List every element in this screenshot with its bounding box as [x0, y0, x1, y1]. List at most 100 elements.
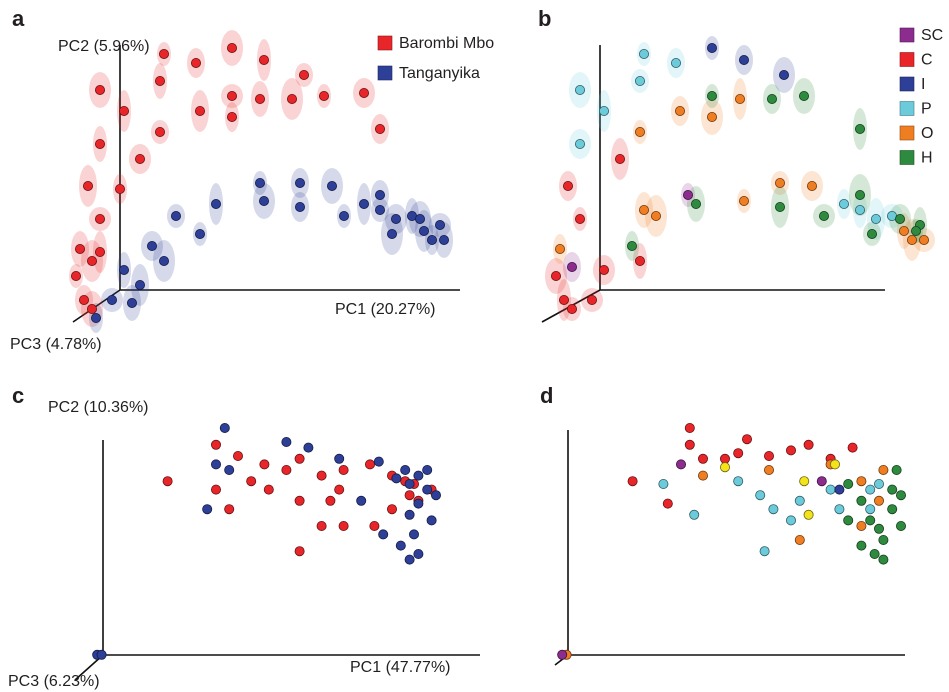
data-point — [294, 453, 305, 464]
data-point — [226, 112, 237, 123]
data-point — [807, 180, 818, 191]
data-point — [294, 201, 305, 212]
data-point — [298, 70, 309, 81]
data-point — [799, 91, 810, 102]
data-point — [662, 498, 673, 509]
data-point — [334, 484, 345, 495]
data-point — [759, 546, 770, 557]
data-point — [575, 213, 586, 224]
data-point — [825, 484, 836, 495]
data-point — [95, 138, 106, 149]
legend-swatch — [899, 101, 915, 116]
y-axis-label: PC2 (5.96%) — [58, 38, 150, 55]
data-point — [635, 76, 646, 87]
data-point — [786, 515, 797, 526]
data-point — [639, 204, 650, 215]
data-point — [658, 478, 669, 489]
data-point — [158, 255, 169, 266]
panel: a PC1 (20.27%) PC2 (5.96%) PC3 (4.78%) Barom… — [10, 6, 494, 353]
legend-swatch — [377, 65, 393, 81]
data-point — [775, 201, 786, 212]
data-point — [194, 228, 205, 239]
legend-swatch — [899, 52, 915, 67]
data-point — [691, 198, 702, 209]
data-point — [95, 246, 106, 257]
data-point — [567, 303, 578, 314]
data-point — [878, 464, 889, 475]
data-point — [210, 459, 221, 470]
data-point — [855, 189, 866, 200]
legend-swatch — [899, 76, 915, 92]
data-point — [404, 554, 415, 565]
data-point — [874, 495, 885, 506]
data-point — [281, 464, 292, 475]
data-point — [369, 521, 380, 532]
data-point — [374, 124, 385, 135]
data-point — [395, 540, 406, 551]
data-point — [219, 422, 230, 433]
data-point — [847, 442, 858, 453]
data-point — [684, 439, 695, 450]
data-point — [675, 106, 686, 117]
data-point — [839, 198, 850, 209]
data-point — [896, 490, 907, 501]
data-point — [246, 476, 257, 487]
data-point — [919, 234, 930, 245]
data-point — [71, 270, 82, 281]
data-point — [698, 470, 709, 481]
data-point — [834, 504, 845, 515]
panel-label: b — [538, 6, 551, 31]
data-point — [683, 189, 694, 200]
data-point — [263, 484, 274, 495]
data-point — [707, 91, 718, 102]
data-point — [404, 478, 415, 489]
data-point — [202, 504, 213, 515]
data-point — [676, 459, 687, 470]
panel: c PC1 (47.77%) PC2 (10.36%) PC3 (6.23%) — [8, 383, 480, 690]
data-point — [374, 189, 385, 200]
data-point — [869, 549, 880, 560]
panel-label: d — [540, 383, 553, 408]
data-point — [413, 498, 424, 509]
data-point — [874, 478, 885, 489]
data-point — [75, 243, 86, 254]
data-point — [575, 85, 586, 96]
data-point — [627, 476, 638, 487]
data-point — [684, 422, 695, 433]
legend-swatch — [899, 150, 915, 165]
data-point — [856, 521, 867, 532]
data-point — [768, 504, 779, 515]
data-point — [878, 535, 889, 546]
data-point — [867, 228, 878, 239]
data-point — [422, 484, 433, 495]
data-point — [210, 198, 221, 209]
data-point — [779, 70, 790, 81]
panel-label: a — [12, 6, 25, 31]
data-point — [294, 177, 305, 188]
z-axis-label: PC3 (6.23%) — [8, 673, 100, 690]
data-point — [404, 509, 415, 520]
data-point — [338, 521, 349, 532]
data-point — [438, 234, 449, 245]
data-point — [96, 649, 107, 660]
data-point — [865, 515, 876, 526]
data-point — [391, 473, 402, 484]
data-point — [856, 540, 867, 551]
legend-swatch — [899, 125, 915, 141]
data-point — [107, 294, 118, 305]
data-point — [567, 261, 578, 272]
data-point — [689, 509, 700, 520]
data-point — [254, 177, 265, 188]
data-point — [651, 210, 662, 221]
data-point — [374, 204, 385, 215]
data-point — [615, 153, 626, 164]
data-point — [95, 213, 106, 224]
data-point — [146, 240, 157, 251]
data-point — [294, 546, 305, 557]
data-point — [158, 49, 169, 60]
data-point — [430, 490, 441, 501]
data-point — [134, 153, 145, 164]
data-point — [303, 442, 314, 453]
data-point — [87, 303, 98, 314]
data-point — [575, 138, 586, 149]
